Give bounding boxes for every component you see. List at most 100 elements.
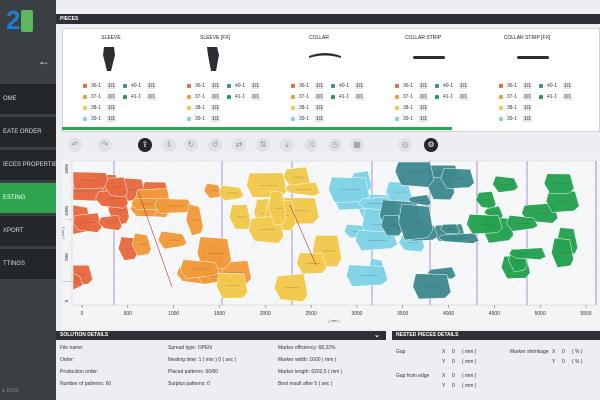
spread-type-field: Spread type: OPEN: [168, 345, 212, 351]
surplus-patterns-field: Surplus patterns: 0: [168, 381, 210, 387]
nav-item-nesting[interactable]: ESTING: [0, 183, 56, 213]
size-label: 41-1: [547, 94, 558, 100]
size-quantity: 1/1: [251, 94, 260, 100]
target-icon[interactable]: ◎: [398, 138, 412, 152]
move-down-icon[interactable]: ⤓: [280, 138, 294, 152]
size-quantity: 1/1: [355, 94, 364, 100]
size-label: 39-1: [195, 116, 206, 122]
nav-item-pieces-properties[interactable]: IECES PROPERTIES: [0, 150, 56, 180]
size-color-swatch: [291, 117, 295, 121]
piece-column[interactable]: COLLAR STRIP 36-1 1/1 37-1 1/1 38-1 1/1 39-1 1/1…: [375, 33, 471, 129]
size-quantity: 1/1: [563, 83, 572, 89]
size-quantity: 1/1: [251, 83, 260, 89]
piece-shape-preview: [205, 47, 221, 76]
best-result-field: Best result after 5 ( sec ): [278, 381, 333, 387]
grid-icon[interactable]: ▦: [350, 138, 364, 152]
gap-x-value[interactable]: 0: [452, 349, 455, 355]
x-axis-tick-label: 1000: [168, 311, 179, 317]
size-color-swatch: [539, 84, 543, 88]
gap-label: Gap: [396, 349, 406, 355]
size-color-swatch: [395, 117, 399, 121]
edge-y-value[interactable]: 0: [452, 383, 455, 389]
x-axis-tick-label: 5500: [580, 311, 591, 317]
size-quantity: 1/1: [147, 83, 156, 89]
sidebar: 2 ← OME EATE ORDER IECES PROPERTIES ESTI…: [0, 0, 56, 400]
shrink-x-unit: ( % ): [572, 349, 583, 355]
size-color-swatch: [435, 95, 439, 99]
guide-line: [137, 190, 173, 288]
nav-item-create-order[interactable]: EATE ORDER: [0, 117, 56, 147]
chevron-down-icon[interactable]: ⌄: [374, 332, 380, 339]
size-quantity: 1/1: [419, 116, 428, 122]
piece-name: COLLAR STRIP [FX]: [503, 35, 551, 41]
upload-icon[interactable]: ⇪: [138, 138, 152, 152]
hatch-line: [553, 249, 600, 306]
y-axis-tick-label: 1600: [64, 163, 69, 174]
nav-item-settings[interactable]: TTINGS: [0, 249, 56, 279]
edge-x-value[interactable]: 0: [452, 373, 455, 379]
size-label: 40-1: [339, 83, 350, 89]
marker-width-field: Marker width: 1600 ( mm ): [278, 357, 337, 363]
size-quantity: 1/1: [419, 83, 428, 89]
nav-item-export[interactable]: XPORT: [0, 216, 56, 246]
size-label: 38-1: [91, 105, 102, 111]
hatch-line: [525, 215, 600, 306]
y-axis-tick-label: 0: [64, 299, 69, 302]
flip-icon[interactable]: ⇄: [232, 138, 246, 152]
marker-efficiency-field: Marker efficiency: 68,32%: [278, 345, 336, 351]
flip-vertical-icon[interactable]: ⇅: [256, 138, 270, 152]
size-color-swatch: [187, 106, 191, 110]
x-axis-tick-label: 1500: [214, 311, 225, 317]
undo-icon[interactable]: ↶: [68, 138, 82, 152]
size-quantity: 1/1: [211, 94, 220, 100]
piece-name: SLEEVE [FX]: [199, 35, 230, 41]
redo-icon[interactable]: ↷: [98, 138, 112, 152]
size-label: 37-1: [507, 94, 518, 100]
app-version: v. 0.0.0: [2, 388, 19, 394]
shrink-x-value[interactable]: 0: [562, 349, 565, 355]
size-label: 41-1: [235, 94, 246, 100]
number-of-patterns-field: Number of patterns: 60: [60, 381, 112, 387]
size-quantity: 1/1: [419, 94, 428, 100]
piece-name: COLLAR STRIP: [404, 35, 442, 41]
gap-y-value[interactable]: 0: [452, 359, 455, 365]
gap-x-label: X: [442, 349, 446, 355]
size-color-swatch: [83, 84, 87, 88]
nested-pieces-panel: NESTED PIECES DETAILS Gap X 0 ( mm ) Y 0…: [392, 331, 600, 400]
size-color-swatch: [435, 84, 439, 88]
arrow-left-icon[interactable]: ←: [38, 54, 50, 68]
nav-item-home[interactable]: OME: [0, 84, 56, 114]
gap-y-label: Y: [442, 359, 446, 365]
size-label: 36-1: [507, 83, 518, 89]
nesting-canvas[interactable]: 0 500 1000 1500 2000 2500 3000 3500 4000 4500 5000…: [62, 159, 600, 329]
pieces-scrollbar[interactable]: [62, 127, 452, 130]
settings-icon[interactable]: ⚙: [424, 138, 438, 152]
rotate-icon[interactable]: ↻: [184, 138, 198, 152]
size-color-swatch: [187, 84, 191, 88]
size-color-swatch: [331, 95, 335, 99]
download-icon[interactable]: ⇩: [162, 138, 176, 152]
size-label: 36-1: [91, 83, 102, 89]
clock-icon[interactable]: ◷: [328, 138, 342, 152]
rotate-ccw-icon[interactable]: ↺: [208, 138, 222, 152]
size-quantity: 1/1: [523, 83, 532, 89]
piece-column[interactable]: COLLAR 36-1 1/1 37-1 1/1 38-1 1/1 39-1 1/1 40-1 1/…: [271, 33, 367, 129]
marker-length-field: Marker length: 6202,5 ( mm ): [278, 369, 343, 375]
size-label: 39-1: [91, 116, 102, 122]
marker-shrinkage-label: Marker shrinkage: [510, 349, 549, 355]
size-color-swatch: [291, 84, 295, 88]
shrink-y-value[interactable]: 0: [562, 359, 565, 365]
piece-shape-preview: [309, 47, 341, 65]
size-quantity: 1/1: [315, 116, 324, 122]
piece-column[interactable]: COLLAR STRIP [FX] 36-1 1/1 37-1 1/1 38-1 1/1 39…: [479, 33, 575, 129]
shuffle-icon[interactable]: ⤨: [304, 138, 318, 152]
hatch-line: [567, 266, 600, 306]
size-color-swatch: [123, 95, 127, 99]
hatch-line: [62, 160, 87, 191]
piece-column[interactable]: SLEEVE [FX] 36-1 1/1 37-1 1/1 38-1 1/1 39-1 1/1 4…: [167, 33, 263, 129]
size-label: 36-1: [403, 83, 414, 89]
size-label: 37-1: [403, 94, 414, 100]
y-axis-tick-label: 1000: [64, 205, 69, 216]
piece-column[interactable]: SLEEVE 36-1 1/1 37-1 1/1 38-1 1/1 39-1 1/1 40-1 1/…: [63, 33, 159, 129]
size-quantity: 1/1: [107, 94, 116, 100]
